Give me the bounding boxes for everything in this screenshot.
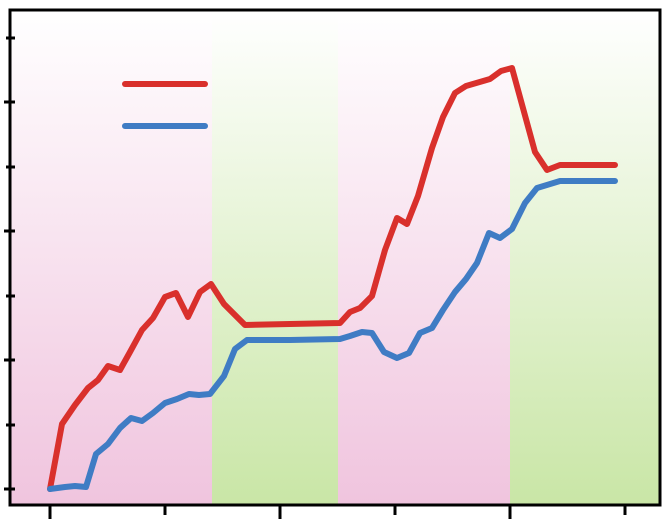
background-band [212, 10, 338, 505]
background-band [10, 10, 212, 505]
background-band [338, 10, 510, 505]
background-band [510, 10, 660, 505]
plot-frame [8, 8, 662, 507]
data-line [47, 178, 618, 492]
data-line [47, 65, 618, 492]
